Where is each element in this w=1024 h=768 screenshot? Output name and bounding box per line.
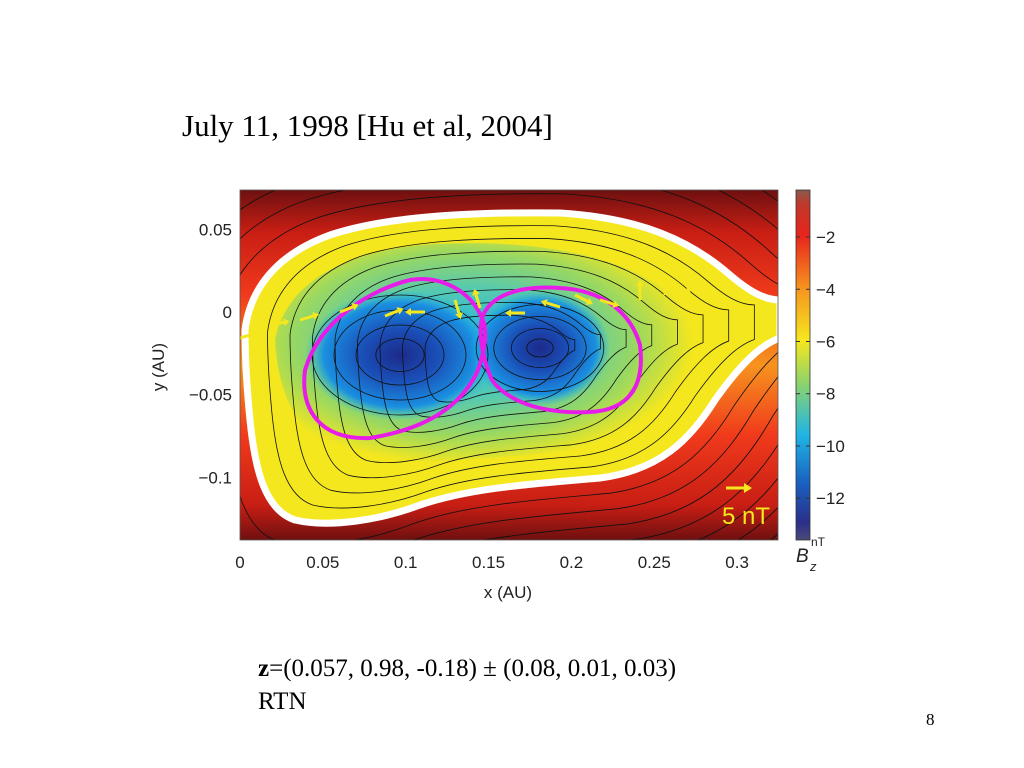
caption: z=(0.057, 0.98, -0.18) ± (0.08, 0.01, 0.… <box>258 652 676 718</box>
contour-line <box>312 250 704 479</box>
field-arrow-head-icon <box>612 300 620 308</box>
slide-title: July 11, 1998 [Hu et al, 2004] <box>182 108 553 143</box>
colorbar-unit: nT <box>811 535 826 549</box>
contour-line <box>493 316 587 380</box>
y-tick-label: −0.1 <box>198 468 232 487</box>
field-arrow-icon <box>240 333 251 340</box>
colorbar-tick-label: −10 <box>816 437 845 456</box>
colorbar-ticks: −2 −4 −6 −8 −10 −12 <box>796 228 845 508</box>
colorbar-tick-label: −4 <box>816 280 835 299</box>
flux-rope-core-left <box>305 290 495 420</box>
field-arrow-head-icon <box>472 288 480 296</box>
y-tick-label: 0.05 <box>199 220 232 239</box>
caption-vector-symbol: z <box>258 655 270 682</box>
contour-line <box>240 190 778 540</box>
field-arrow-icon <box>453 299 461 314</box>
field-arrow-icon <box>339 305 354 314</box>
contour-line <box>475 304 605 392</box>
field-arrow-head-icon <box>505 309 511 317</box>
x-tick-label: 0.15 <box>472 553 505 572</box>
field-arrow-head-icon <box>312 312 320 320</box>
colorbar-label-subscript: z <box>809 559 817 574</box>
flux-rope-core-right <box>470 290 610 406</box>
field-arrow-icon <box>574 293 589 303</box>
separatrix-left <box>302 277 488 441</box>
x-tick-label: 0 <box>235 553 244 572</box>
field-arrow-head-icon <box>282 318 290 327</box>
x-axis-label: x (AU) <box>484 583 532 602</box>
inner-contour-lines <box>267 225 755 509</box>
x-axis-ticks: 0 0.05 0.1 0.15 0.2 0.25 0.3 <box>235 553 749 572</box>
y-tick-label: 0 <box>223 303 232 322</box>
contour-line <box>240 190 778 540</box>
contour-line <box>355 324 445 386</box>
field-arrow-icon <box>384 309 399 318</box>
contour-line <box>375 338 425 372</box>
field-arrow-icon <box>712 291 722 306</box>
separatrix-right <box>478 285 643 415</box>
x-tick-label: 0.05 <box>306 553 339 572</box>
field-arrow-head-icon <box>585 297 593 305</box>
y-axis-ticks: 0.05 0 −0.05 −0.1 <box>189 220 232 487</box>
field-arrow-head-icon <box>710 287 718 295</box>
colorbar-tick-label: −2 <box>816 228 835 247</box>
field-arrow-head-icon <box>661 275 669 281</box>
field-arrow-head-icon <box>396 307 404 315</box>
arrow-legend-label: 5 nT <box>722 503 770 530</box>
caption-coordinate-system: RTN <box>258 688 307 715</box>
field-arrow-head-icon <box>540 299 548 307</box>
contour-line <box>357 276 653 448</box>
outer-contour-lines <box>240 190 778 540</box>
colorbar-label: B <box>796 546 809 567</box>
caption-axis-values: =(0.057, 0.98, -0.18) ± (0.08, 0.01, 0.0… <box>269 655 677 682</box>
contour-line <box>240 193 778 540</box>
contour-line <box>402 301 601 418</box>
x-tick-label: 0.1 <box>394 553 418 572</box>
transverse-field-arrows <box>231 275 722 343</box>
colorbar-tick-label: −12 <box>816 489 845 508</box>
x-tick-label: 0.2 <box>560 553 584 572</box>
colorbar-tick-label: −8 <box>816 385 835 404</box>
contour-line <box>267 225 755 509</box>
arrow-head-icon <box>744 483 752 493</box>
field-arrow-icon <box>546 301 561 309</box>
field-arrow-head-icon <box>683 278 692 286</box>
field-arrow-head-icon <box>351 303 359 311</box>
y-axis-label: y (AU) <box>149 343 168 391</box>
arrow-legend: 5 nT <box>722 483 770 530</box>
contour-line <box>289 238 730 494</box>
contour-line <box>510 328 569 368</box>
page-number: 8 <box>926 710 935 729</box>
field-arrow-icon <box>685 283 692 299</box>
field-arrow-icon <box>269 320 285 327</box>
field-arrow-head-icon <box>455 312 463 320</box>
y-tick-label: −0.05 <box>189 386 232 405</box>
contour-line <box>526 338 554 358</box>
colorbar-tick-label: −6 <box>816 332 835 351</box>
field-arrow-head-icon <box>636 280 644 286</box>
field-arrow-icon <box>599 298 614 306</box>
plot-area <box>231 190 778 540</box>
plot-frame <box>239 189 779 541</box>
x-tick-label: 0.3 <box>725 553 749 572</box>
field-arrow-icon <box>299 314 314 322</box>
field-arrow-head-icon <box>231 335 238 343</box>
x-tick-label: 0.25 <box>638 553 671 572</box>
field-arrow-head-icon <box>405 308 411 316</box>
colorbar <box>795 189 811 541</box>
contour-line <box>424 314 576 403</box>
field-arrow-icon <box>474 294 482 309</box>
